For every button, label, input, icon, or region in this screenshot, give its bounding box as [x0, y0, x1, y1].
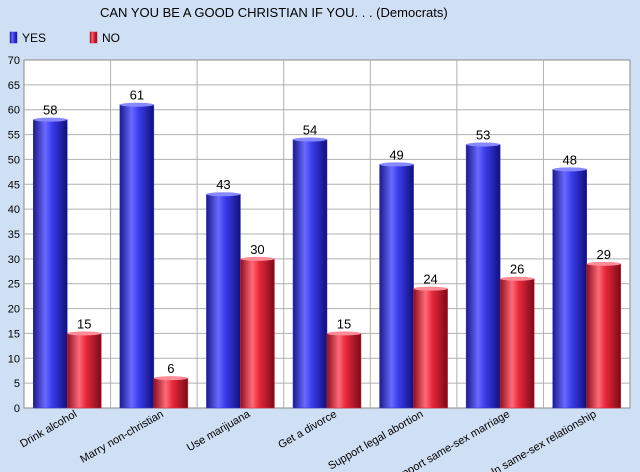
bar-yes [379, 164, 414, 409]
y-tick-label: 45 [8, 179, 20, 191]
bar-cap [153, 376, 188, 381]
y-tick-label: 40 [8, 204, 20, 216]
bar-yes [465, 144, 501, 409]
y-tick-label: 60 [8, 105, 20, 117]
bar-cap [206, 192, 241, 197]
bar-cap [33, 117, 68, 122]
legend-swatch-no [89, 31, 98, 44]
x-category-label: Get a divorce [276, 408, 339, 451]
data-label: 61 [130, 88, 144, 103]
bar-yes [292, 139, 328, 409]
bar-yes [552, 169, 587, 409]
data-label: 6 [167, 361, 174, 376]
legend-swatch-yes [9, 31, 18, 44]
bar-cap [67, 331, 102, 336]
data-label: 26 [510, 262, 524, 277]
bar-yes [119, 104, 155, 409]
bar-cap [327, 331, 361, 336]
data-label: 29 [596, 247, 610, 262]
chart-title: CAN YOU BE A GOOD CHRISTIAN IF YOU. . . … [100, 5, 448, 20]
data-label: 49 [389, 147, 403, 162]
bar-cap [466, 142, 501, 147]
data-label: 15 [337, 316, 351, 331]
data-label: 53 [476, 128, 490, 143]
y-tick-label: 5 [14, 378, 20, 390]
y-tick-label: 10 [8, 353, 20, 365]
bar-cap [552, 167, 587, 172]
bar-yes [33, 119, 68, 409]
legend-label-no: NO [102, 31, 120, 45]
bar-cap [240, 256, 275, 261]
x-category-label: Use marijuana [185, 408, 253, 454]
y-tick-label: 15 [8, 328, 20, 340]
data-label: 15 [77, 316, 91, 331]
y-tick-label: 55 [8, 130, 20, 142]
data-label: 48 [562, 152, 576, 167]
data-label: 58 [43, 103, 57, 118]
bar-no [240, 258, 275, 409]
bar-yes [206, 193, 241, 409]
y-tick-label: 35 [8, 229, 20, 241]
data-label: 43 [216, 177, 230, 192]
bar-cap [413, 286, 448, 291]
y-tick-label: 50 [8, 154, 20, 166]
y-tick-label: 20 [8, 304, 20, 316]
y-tick-label: 65 [8, 80, 20, 92]
bar-cap [293, 137, 327, 142]
bar-cap [586, 261, 621, 266]
bar-cap [500, 276, 535, 281]
bar-no [499, 278, 535, 409]
y-tick-label: 70 [8, 55, 20, 67]
bar-cap [379, 162, 414, 167]
x-category-label: Drink alcohol [18, 408, 79, 450]
bar-no [326, 333, 362, 409]
data-label: 54 [303, 123, 317, 138]
bar-no [153, 377, 189, 409]
data-label: 30 [250, 242, 264, 257]
legend-label-yes: YES [22, 31, 46, 45]
y-tick-label: 0 [14, 403, 20, 415]
y-tick-label: 25 [8, 279, 20, 291]
y-tick-label: 30 [8, 254, 20, 266]
x-category-label: Marry non-christian [78, 408, 166, 465]
data-label: 24 [423, 272, 437, 287]
bar-no [586, 263, 621, 409]
bar-cap [119, 102, 154, 107]
bar-no [413, 288, 448, 409]
bar-no [67, 333, 102, 409]
